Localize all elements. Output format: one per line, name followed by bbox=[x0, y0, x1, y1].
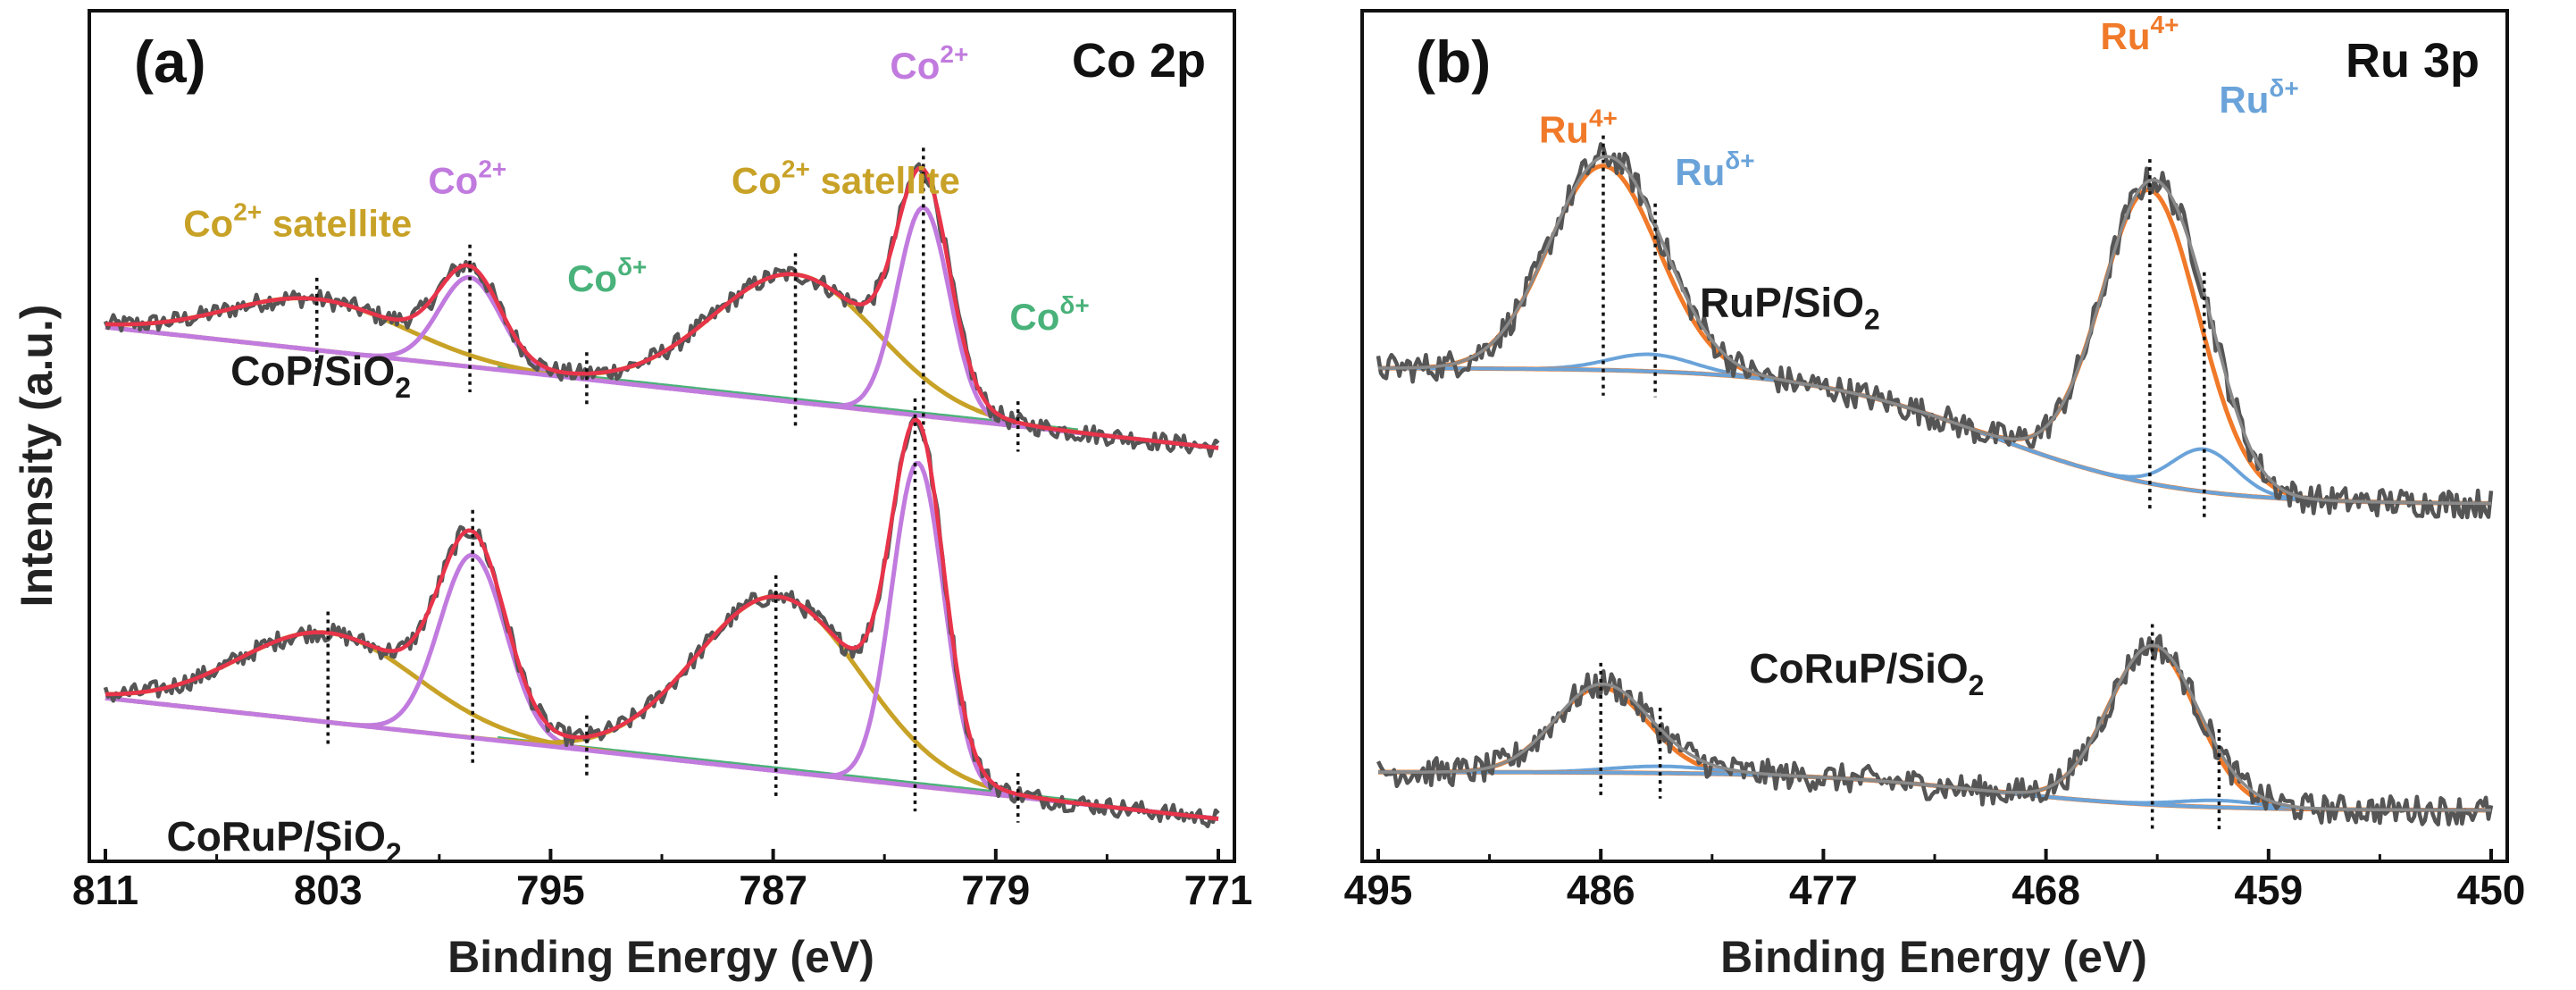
panel-b: RuP/SiO2 CoRuP/SiO2 Ru4+ Ruδ+ Ru4+ Ruδ+ 495 48… bbox=[1344, 9, 2526, 982]
x-tick-label-495: 495 bbox=[1344, 867, 1413, 913]
panel-b-ticks: 495 486 477 468 459 450 bbox=[1344, 849, 2526, 913]
sample-corupsio-group: CoRuP/SiO2 bbox=[103, 398, 1220, 869]
sample-rupsio-group: RuP/SiO2 bbox=[1376, 135, 2494, 520]
component-ru4-2 bbox=[1377, 187, 2491, 506]
sample-copsio-group: CoP/SiO2 bbox=[103, 147, 1220, 458]
annotation-co2-4: Co2+ bbox=[890, 40, 968, 87]
component-rud-3 bbox=[1377, 366, 2491, 506]
annotation-co2-1: Co2+ bbox=[428, 155, 506, 202]
raw-spectrum bbox=[103, 416, 1220, 828]
panel-a-label: (a) bbox=[134, 29, 206, 95]
component-co2-1 bbox=[105, 552, 1219, 821]
panel-a: CoP/SiO2 CoRuP/SiO2 Co2+ satellite Co2+ Coδ+… bbox=[72, 9, 1252, 982]
panel-b-label: (b) bbox=[1416, 29, 1491, 95]
annotation-rud-3: Ruδ+ bbox=[2219, 74, 2298, 121]
panel-b-marks: RuP/SiO2 CoRuP/SiO2 Ru4+ Ruδ+ Ru4+ Ruδ+ bbox=[1376, 11, 2494, 834]
fit-envelope bbox=[105, 417, 1219, 821]
annotation-codelta-2: Coδ+ bbox=[567, 253, 647, 299]
x-tick-label-803: 803 bbox=[294, 867, 363, 913]
sample-label: CoRuP/SiO2 bbox=[167, 813, 402, 869]
y-axis-title: Intensity (a.u.) bbox=[12, 305, 62, 608]
panel-a-frame bbox=[88, 9, 1236, 863]
x-tick-label-779: 779 bbox=[961, 867, 1030, 913]
x-tick-label-787: 787 bbox=[739, 867, 807, 913]
annotation-ru4-2: Ru4+ bbox=[2101, 11, 2179, 57]
panel-b-x-axis-title: Binding Energy (eV) bbox=[1720, 932, 2147, 982]
x-tick-label-468: 468 bbox=[2011, 867, 2080, 913]
annotation-rud-1: Ruδ+ bbox=[1675, 147, 1754, 193]
x-tick-label-811: 811 bbox=[72, 867, 138, 913]
raw-spectrum bbox=[1376, 633, 2494, 826]
fit-envelope bbox=[1378, 155, 2491, 506]
panel-a-ticks: 811 803 795 787 779 771 bbox=[72, 849, 1252, 913]
panel-b-frame bbox=[1360, 9, 2509, 863]
x-tick-label-477: 477 bbox=[1789, 867, 1858, 913]
component-sat-2 bbox=[105, 594, 1219, 821]
panel-a-region: Co 2p bbox=[1072, 34, 1206, 88]
component-sat-0 bbox=[105, 630, 1219, 821]
background-line bbox=[1377, 366, 2491, 506]
panel-b-region: Ru 3p bbox=[2346, 34, 2480, 88]
sample-label: RuP/SiO2 bbox=[1700, 280, 1880, 336]
annotation-sat-3: Co2+ satellite bbox=[732, 155, 960, 202]
x-tick-label-771: 771 bbox=[1184, 867, 1253, 913]
sample-label: CoRuP/SiO2 bbox=[1749, 645, 1984, 701]
x-tick-label-795: 795 bbox=[516, 867, 585, 913]
annotation-codelta-5: Coδ+ bbox=[1009, 291, 1089, 338]
panel-a-x-axis-title: Binding Energy (eV) bbox=[447, 932, 874, 982]
x-tick-label-450: 450 bbox=[2457, 867, 2526, 913]
x-tick-label-459: 459 bbox=[2234, 867, 2303, 913]
sample-label: CoP/SiO2 bbox=[230, 348, 411, 404]
annotation-sat-0: Co2+ satellite bbox=[183, 197, 412, 244]
panel-a-marks: CoP/SiO2 CoRuP/SiO2 Co2+ satellite Co2+ Coδ+… bbox=[103, 40, 1220, 869]
annotation-ru4-0: Ru4+ bbox=[1539, 105, 1618, 151]
fit-envelope bbox=[1378, 643, 2491, 812]
x-tick-label-486: 486 bbox=[1567, 867, 1635, 913]
raw-spectrum bbox=[1376, 142, 2494, 520]
sample-corupsio-group: CoRuP/SiO2 bbox=[1376, 624, 2494, 834]
component-ru4-0 bbox=[1378, 164, 2491, 506]
fit-envelope bbox=[105, 165, 1219, 450]
